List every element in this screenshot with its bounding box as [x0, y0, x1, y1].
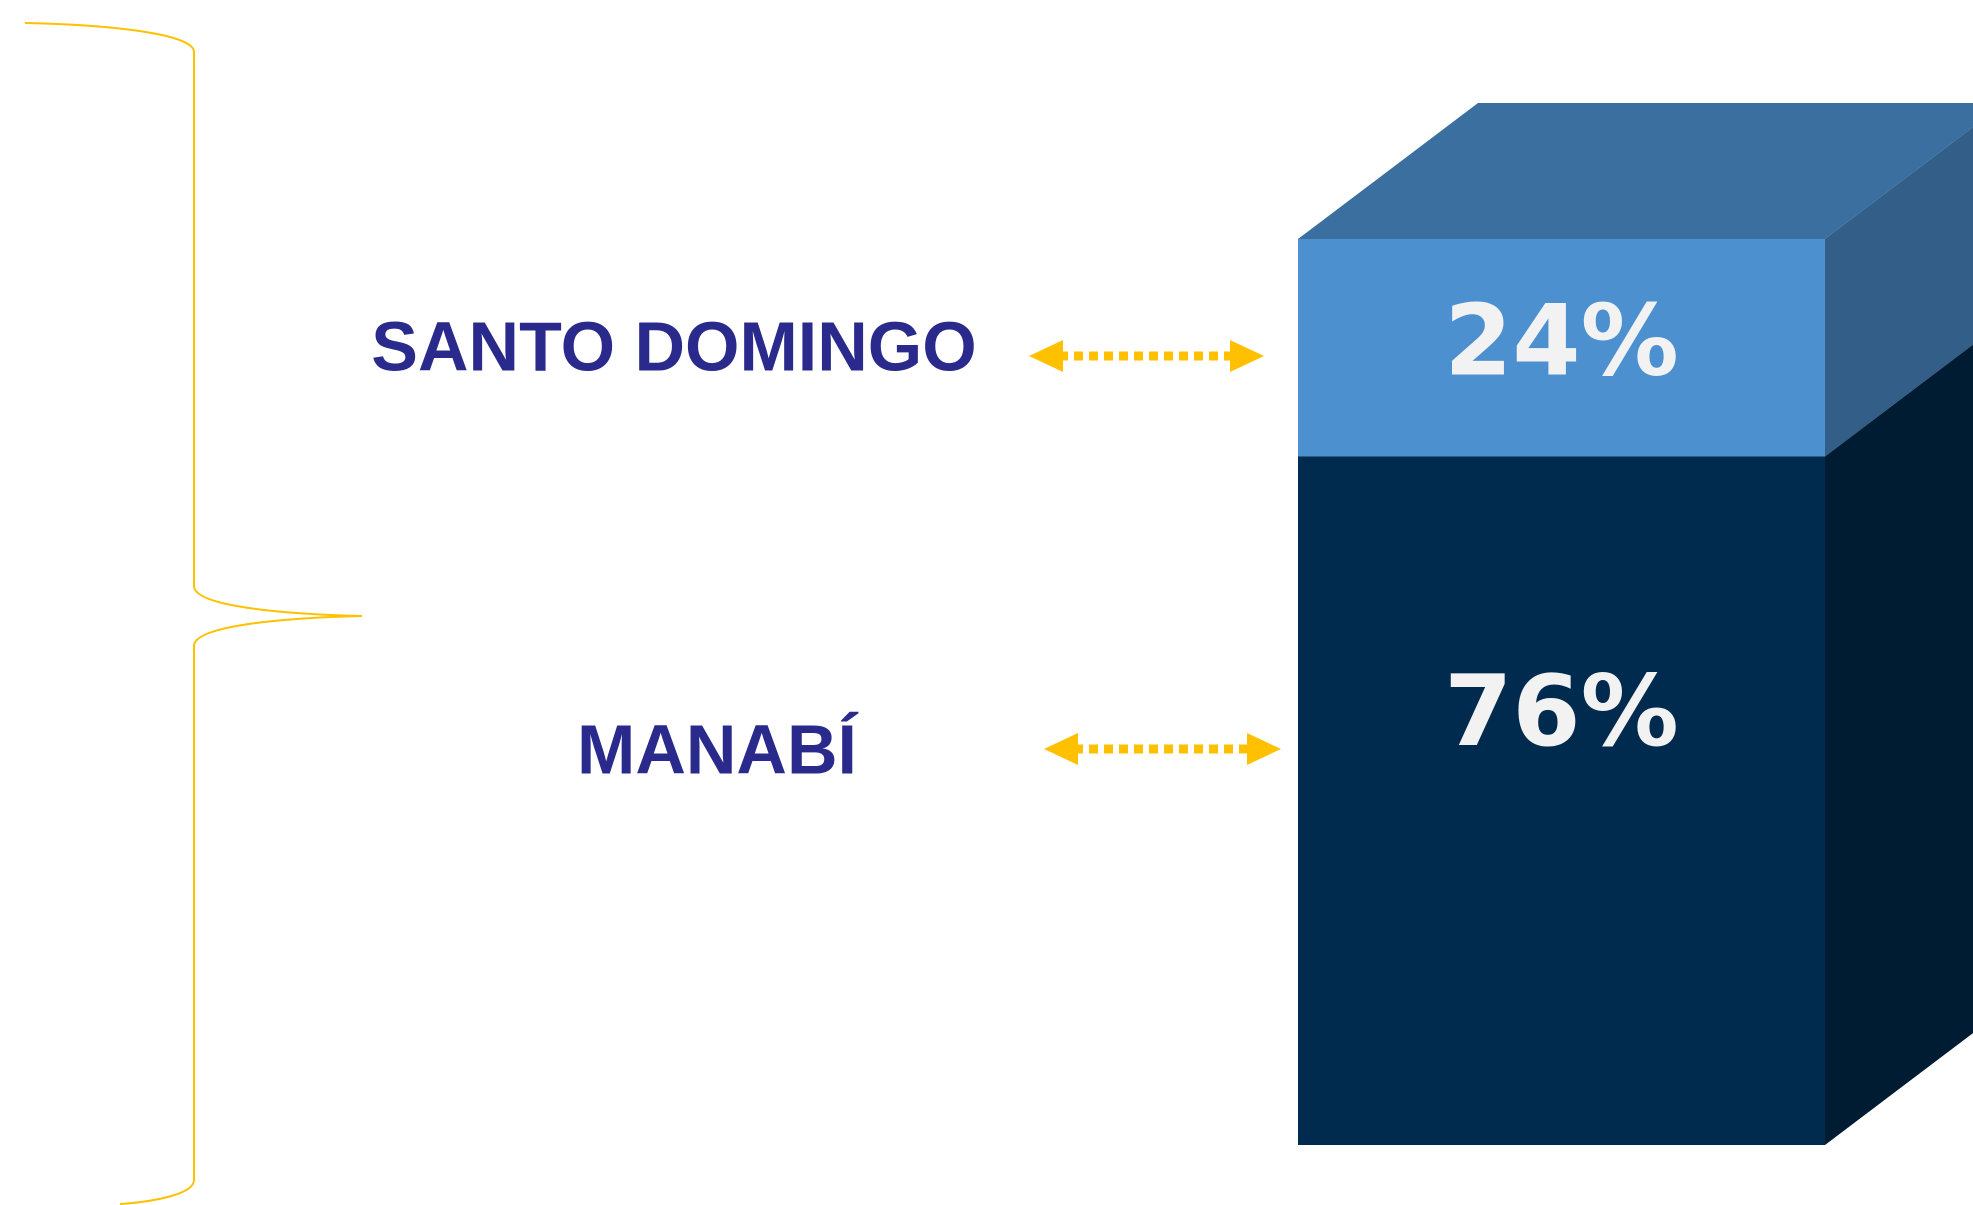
- bar-side: [1825, 344, 1973, 1145]
- value-label: 24%: [1444, 285, 1679, 399]
- bar-front: [1298, 239, 1825, 457]
- arrow-head: [1230, 340, 1264, 372]
- bar-front: [1298, 456, 1825, 1145]
- series-name: SANTO DOMINGO: [371, 307, 976, 385]
- series-name: MANABÍ: [577, 710, 859, 788]
- bar-side: [1825, 127, 1973, 457]
- bar-top: [1298, 103, 1973, 239]
- arrow-head: [1029, 340, 1063, 372]
- brace: [24, 22, 363, 1205]
- arrow-head: [1044, 733, 1078, 765]
- arrow-head: [1247, 733, 1281, 765]
- value-label: 76%: [1444, 655, 1679, 769]
